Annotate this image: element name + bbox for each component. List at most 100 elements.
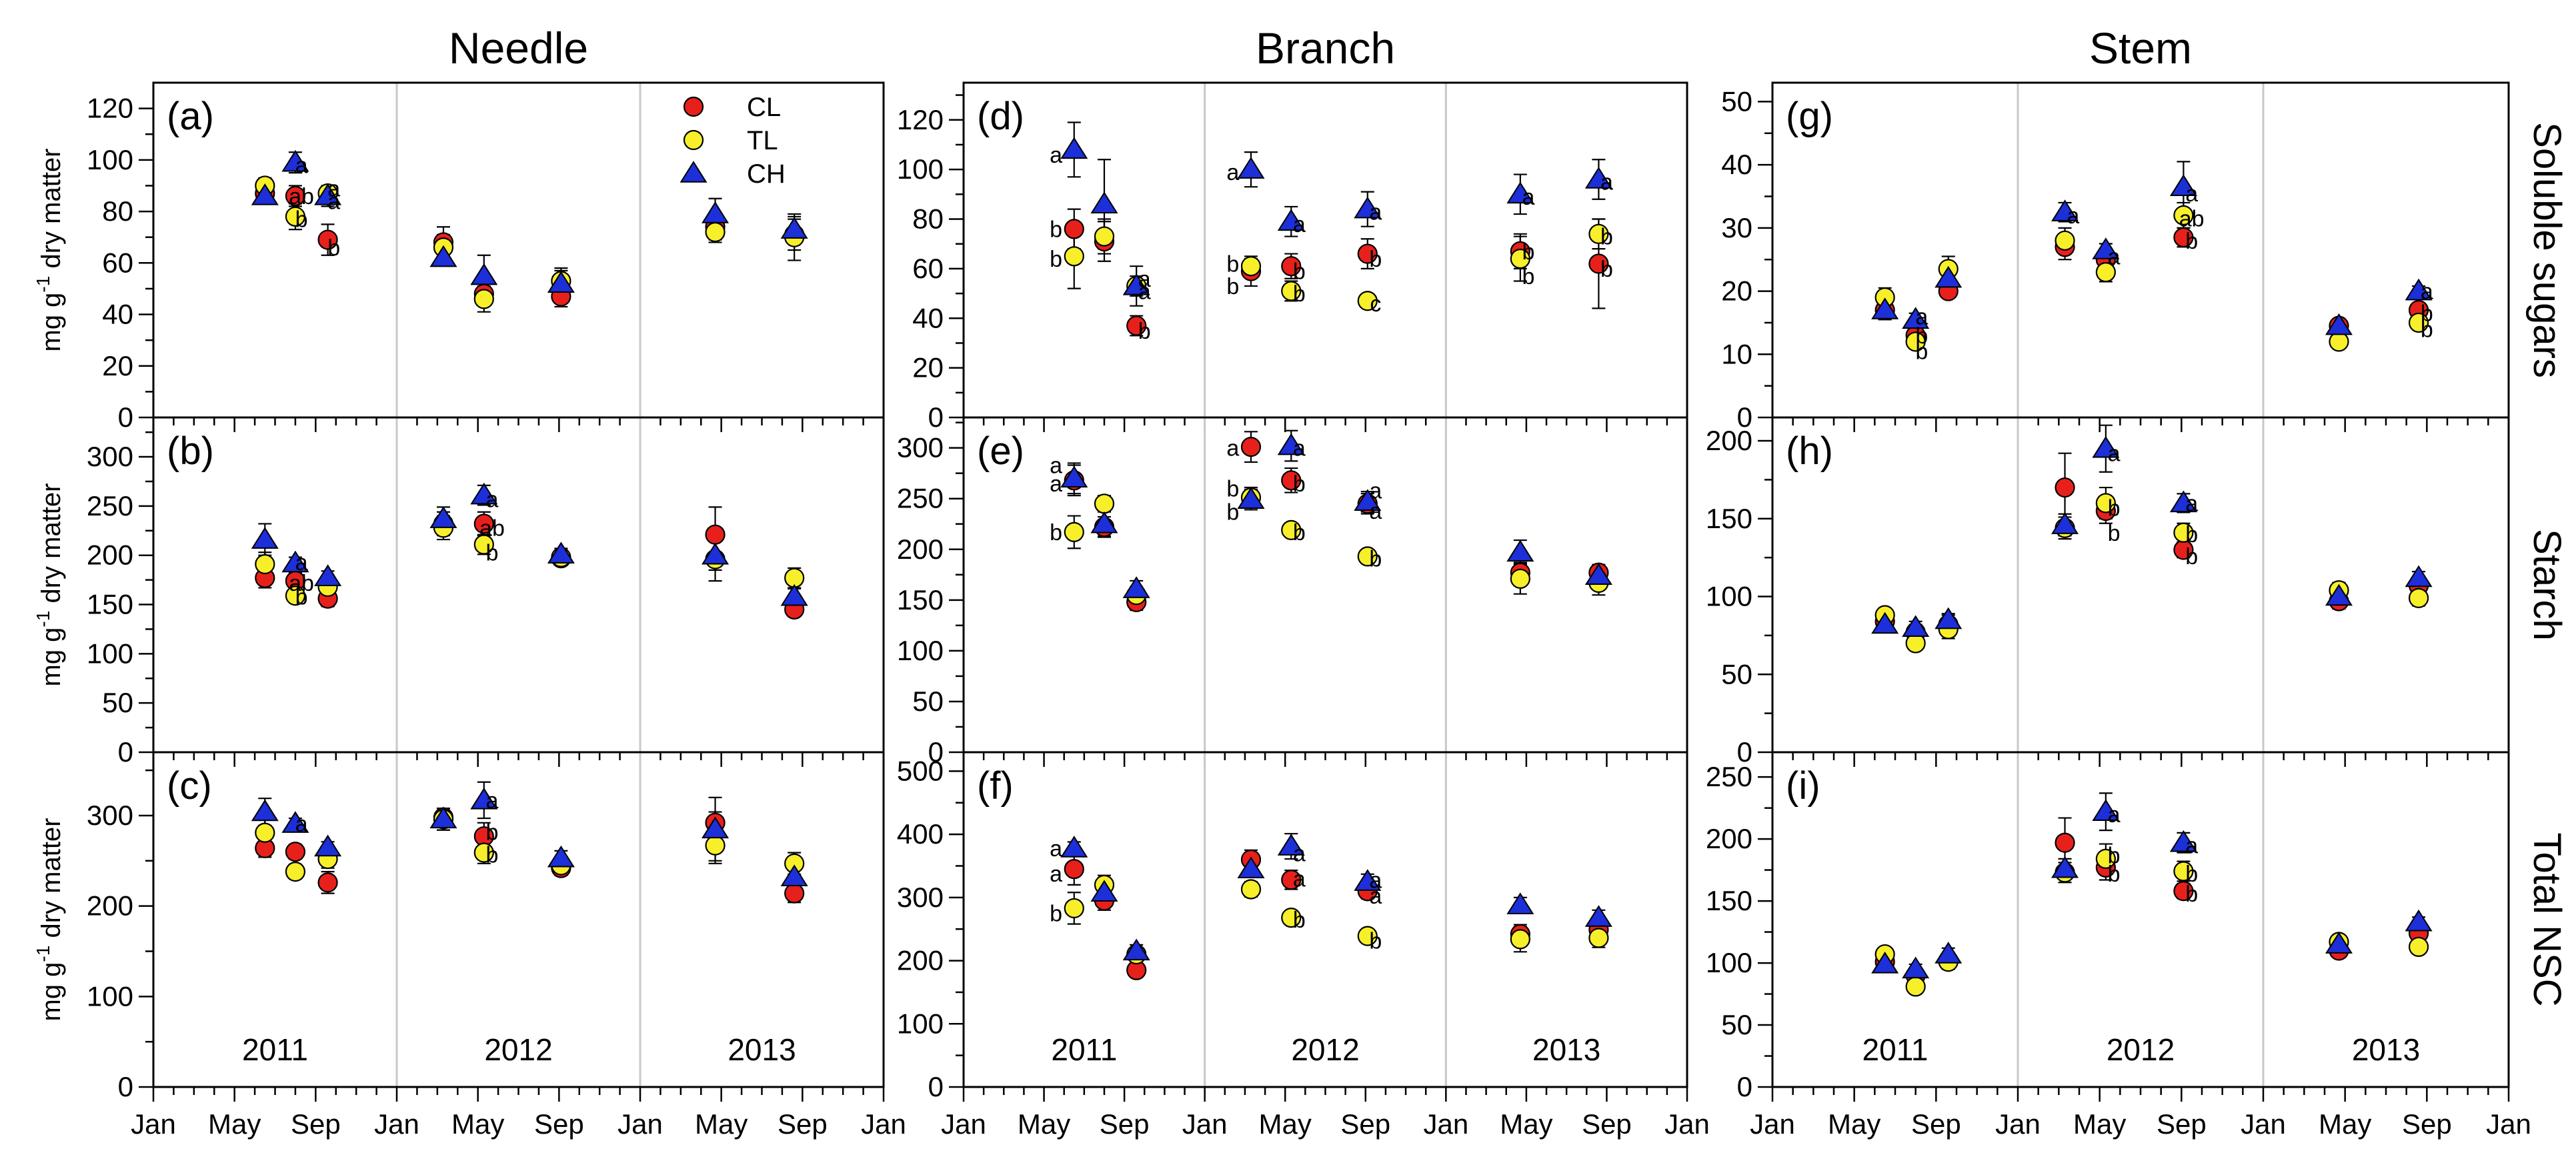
- significance-letter: a: [1226, 160, 1239, 185]
- significance-letter: b: [1138, 319, 1151, 344]
- x-tick-label: Jan: [617, 1108, 663, 1140]
- significance-letter: a: [1050, 471, 1062, 497]
- significance-letter: b: [485, 540, 498, 565]
- significance-letter: b: [1522, 239, 1534, 265]
- significance-letter: b: [2108, 495, 2121, 521]
- significance-letter: a: [327, 189, 340, 215]
- y-tick-label: 100: [1706, 581, 1752, 612]
- marker-tl: [2408, 588, 2429, 608]
- marker-cl: [317, 872, 338, 893]
- marker-tl: [285, 586, 306, 606]
- y-tick-label: 40: [912, 302, 944, 333]
- significance-letter: a: [1138, 279, 1151, 304]
- x-tick-label: Jan: [941, 1108, 986, 1140]
- x-tick-label: Jan: [1750, 1108, 1795, 1140]
- significance-letter: b: [1293, 471, 1306, 497]
- significance-letter: b: [1293, 259, 1306, 285]
- year-label: 2012: [1291, 1032, 1359, 1067]
- y-axis-label: mg g-1 dry matter: [33, 483, 66, 687]
- x-tick-label: Jan: [1995, 1108, 2041, 1140]
- marker-ch: [1584, 563, 1612, 586]
- significance-letter: a: [1600, 170, 1613, 195]
- x-tick-label: May: [1018, 1108, 1070, 1140]
- marker-ch: [2092, 435, 2120, 458]
- marker-ch: [314, 834, 342, 857]
- marker-tl: [473, 289, 494, 309]
- marker-ch: [1935, 942, 1963, 964]
- y-tick-label: 150: [897, 584, 944, 616]
- y-tick-label: 20: [912, 352, 944, 383]
- marker-ch: [780, 217, 808, 239]
- significance-letter: b: [1600, 225, 1613, 250]
- marker-ch: [1090, 880, 1118, 902]
- marker-tl: [705, 221, 726, 243]
- y-tick-label: 0: [118, 1071, 133, 1102]
- x-tick-label: May: [2319, 1108, 2371, 1140]
- significance-letter: a: [1293, 842, 1306, 867]
- panel-f: Jan May Sep Jan May Sep Jan May Sep Jan 2011 2012 20…: [897, 751, 1710, 1140]
- marker-ch: [314, 183, 342, 205]
- marker-tl: [1064, 521, 1084, 542]
- marker-ch: [1902, 307, 1930, 329]
- marker-ch: [2405, 278, 2433, 301]
- x-tick-label: Sep: [1100, 1108, 1150, 1140]
- significance-letter: b: [327, 235, 340, 261]
- y-tick-label: 200: [87, 890, 133, 922]
- marker-ch: [251, 527, 279, 549]
- marker-tl: [1588, 223, 1609, 244]
- y-tick-label: 0: [928, 401, 944, 433]
- significance-letter: b: [1915, 339, 1928, 365]
- marker-ch: [281, 811, 309, 833]
- marker-cl: [1281, 470, 1302, 491]
- year-label: 2011: [1051, 1032, 1117, 1067]
- legend-label-ch: CH: [747, 159, 786, 189]
- y-tick-label: 200: [897, 945, 944, 976]
- marker-cl: [1240, 437, 1262, 457]
- panel-frame: [1771, 416, 2510, 754]
- marker-cl: [1064, 859, 1084, 880]
- marker-ch: [702, 542, 730, 565]
- marker-tl: [1510, 248, 1530, 269]
- y-tick-label: 0: [1737, 401, 1752, 433]
- significance-letter: b: [1226, 476, 1239, 501]
- y-tick-label: 0: [928, 1071, 944, 1102]
- x-tick-label: May: [1259, 1108, 1312, 1140]
- significance-letter: b: [2185, 229, 2198, 254]
- y-tick-label: 300: [87, 800, 133, 831]
- significance-letter: a: [2421, 279, 2433, 305]
- year-label: 2013: [728, 1032, 796, 1067]
- marker-cl: [1064, 219, 1084, 239]
- marker-ch: [780, 864, 808, 886]
- column-title-needle: Needle: [449, 23, 588, 73]
- row-title-soluble-sugars: Soluble sugars: [2525, 122, 2569, 378]
- significance-letter: a: [1293, 866, 1306, 892]
- marker-tl: [1064, 246, 1084, 267]
- y-tick-label: 300: [897, 882, 944, 913]
- y-tick-label: 50: [1721, 658, 1752, 690]
- row-title-total-nsc: Total NSC: [2525, 832, 2569, 1006]
- significance-letter: a: [2185, 491, 2198, 516]
- panel-label: (c): [167, 764, 212, 808]
- marker-tl: [1281, 908, 1302, 928]
- significance-letter: b: [2185, 882, 2198, 907]
- y-tick-label: 20: [1721, 275, 1752, 307]
- significance-letter: ab: [479, 515, 505, 541]
- marker-cl: [1126, 315, 1147, 336]
- panel-label: (a): [167, 95, 214, 138]
- y-tick-label: 10: [1721, 338, 1752, 369]
- significance-letter: a: [1050, 453, 1062, 478]
- y-tick-label: 200: [1706, 425, 1752, 456]
- significance-letter: a: [1369, 479, 1382, 504]
- panel-label: (f): [977, 764, 1014, 808]
- marker-ch: [470, 263, 498, 285]
- marker-ch: [1584, 167, 1612, 189]
- marker-cl: [285, 842, 306, 862]
- marker-ch: [1935, 607, 1963, 630]
- y-tick-label: 80: [102, 195, 133, 227]
- x-tick-label: Jan: [2486, 1108, 2531, 1140]
- significance-letter: a: [2108, 244, 2121, 269]
- marker-cl: [2173, 881, 2194, 902]
